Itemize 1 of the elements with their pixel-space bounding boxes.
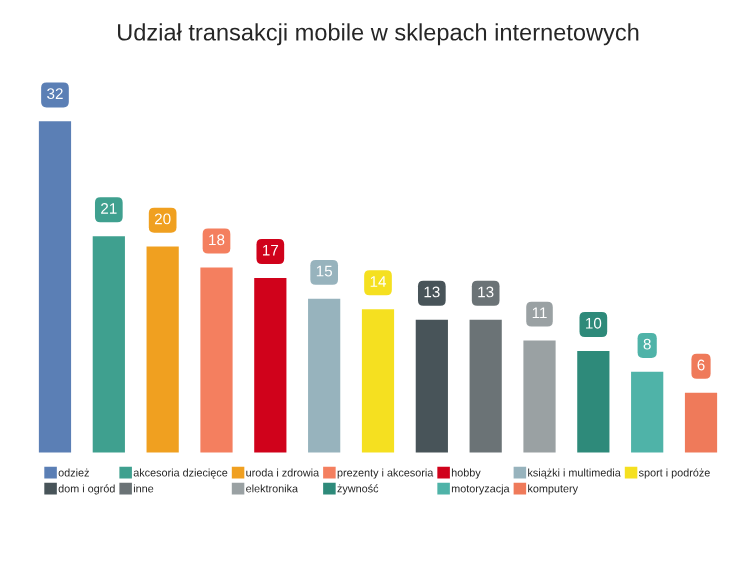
chart-title: Udział transakcji mobile w sklepach internetowych	[118, 23, 639, 46]
